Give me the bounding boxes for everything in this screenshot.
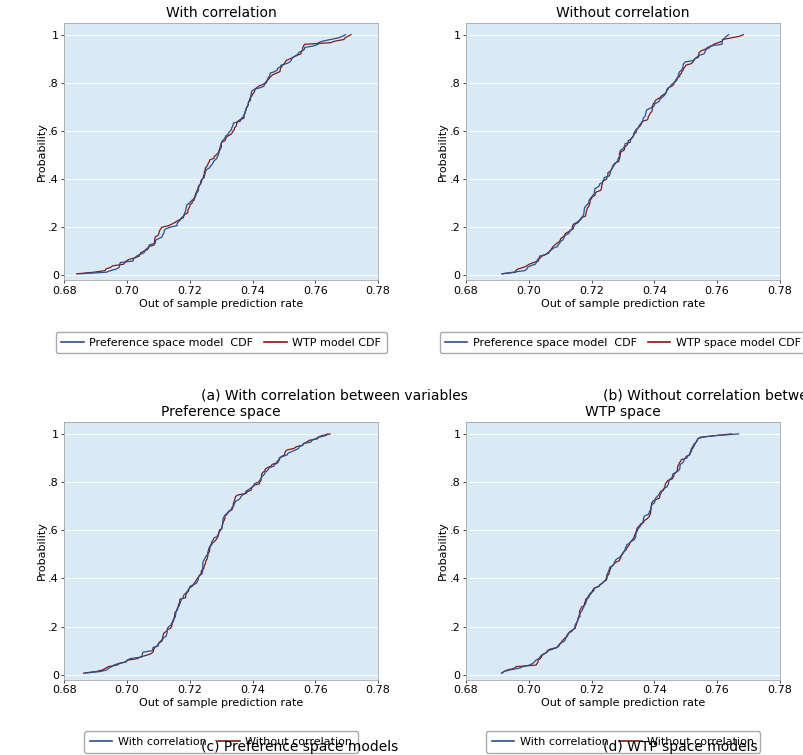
Title: WTP space: WTP space (585, 405, 660, 419)
Legend: Preference space model  CDF, WTP space model CDF: Preference space model CDF, WTP space mo… (439, 332, 803, 353)
Text: (d) WTP space models: (d) WTP space models (602, 740, 756, 754)
Y-axis label: Probability: Probability (37, 521, 47, 580)
Legend: With correlation, Without correlation: With correlation, Without correlation (84, 732, 357, 753)
Y-axis label: Probability: Probability (438, 122, 448, 181)
Title: With correlation: With correlation (165, 6, 276, 20)
Title: Preference space: Preference space (161, 405, 281, 419)
Legend: Preference space model  CDF, WTP model CDF: Preference space model CDF, WTP model CD… (56, 332, 386, 353)
Title: Without correlation: Without correlation (556, 6, 689, 20)
Text: (c) Preference space models: (c) Preference space models (201, 740, 397, 754)
Y-axis label: Probability: Probability (37, 122, 47, 181)
Legend: With correlation, Without correlation: With correlation, Without correlation (486, 732, 759, 753)
X-axis label: Out of sample prediction rate: Out of sample prediction rate (540, 298, 704, 309)
Text: (a) With correlation between variables: (a) With correlation between variables (201, 389, 467, 403)
X-axis label: Out of sample prediction rate: Out of sample prediction rate (139, 298, 303, 309)
X-axis label: Out of sample prediction rate: Out of sample prediction rate (139, 698, 303, 708)
X-axis label: Out of sample prediction rate: Out of sample prediction rate (540, 698, 704, 708)
Y-axis label: Probability: Probability (438, 521, 448, 580)
Text: (b) Without correlation between variables: (b) Without correlation between variable… (602, 389, 803, 403)
